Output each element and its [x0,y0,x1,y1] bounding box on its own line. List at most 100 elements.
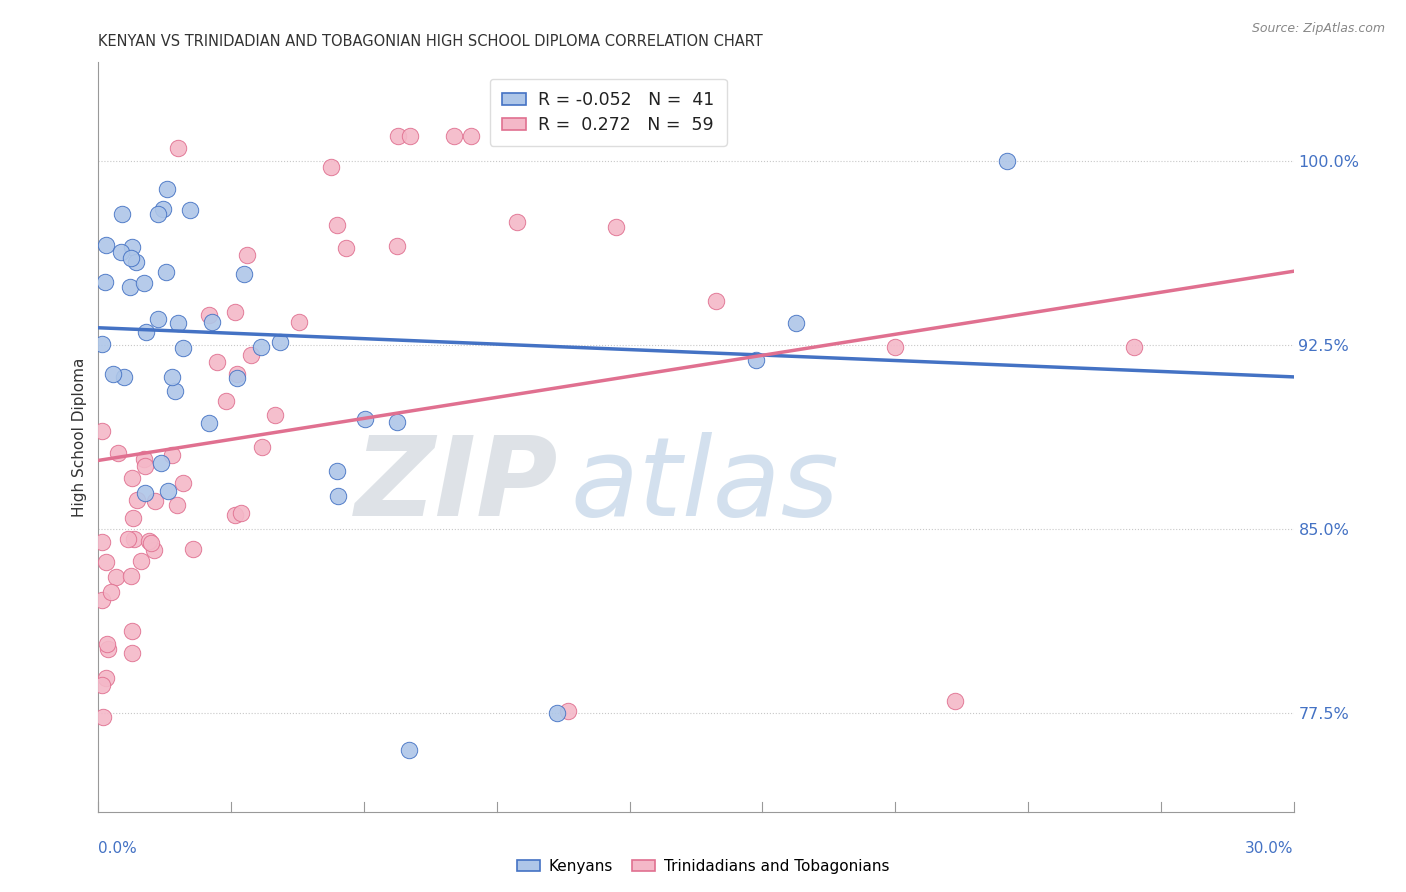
Point [127,493,149,508]
Point [326,489,349,503]
Point [155,265,177,279]
Point [197,416,219,430]
Point [387,129,409,144]
Point [460,129,482,144]
Point [704,293,727,308]
Point [269,334,291,349]
Text: 30.0%: 30.0% [1246,841,1294,856]
Point [605,220,627,235]
Point [94,672,117,686]
Point [398,129,420,144]
Point [156,484,179,499]
Point [91,336,114,351]
Point [385,415,408,429]
Point [335,241,357,255]
Point [107,445,129,459]
Point [166,498,188,512]
Point [117,532,139,546]
Point [943,694,966,708]
Point [121,471,143,485]
Y-axis label: High School Diploma: High School Diploma [72,358,87,516]
Point [132,276,155,290]
Point [264,408,287,422]
Point [97,641,120,656]
Point [198,308,221,322]
Point [91,710,114,724]
Text: atlas: atlas [571,433,839,540]
Point [884,340,907,354]
Point [129,554,152,568]
Point [443,129,465,144]
Point [173,476,195,491]
Point [120,568,142,582]
Text: Source: ZipAtlas.com: Source: ZipAtlas.com [1251,22,1385,36]
Point [326,464,349,478]
Point [249,340,271,354]
Point [114,370,136,384]
Point [205,355,228,369]
Point [134,459,156,474]
Legend: R = -0.052   N =  41, R =  0.272   N =  59: R = -0.052 N = 41, R = 0.272 N = 59 [489,78,727,146]
Point [398,743,420,757]
Point [143,542,166,557]
Point [785,316,807,330]
Point [215,394,238,409]
Point [122,511,145,525]
Point [156,182,179,196]
Point [91,593,114,607]
Point [91,535,114,549]
Point [111,207,134,221]
Point [172,341,194,355]
Text: ZIP: ZIP [356,433,558,540]
Point [224,305,246,319]
Point [91,678,114,692]
Point [152,202,174,216]
Point [506,215,529,229]
Point [134,485,156,500]
Point [96,637,118,651]
Point [105,569,128,583]
Point [167,141,190,155]
Point [179,202,201,217]
Legend: Kenyans, Trinidadians and Tobagonians: Kenyans, Trinidadians and Tobagonians [510,853,896,880]
Point [1123,340,1146,354]
Point [125,255,148,269]
Point [557,704,579,718]
Point [183,541,205,556]
Point [287,315,309,329]
Point [141,535,163,549]
Point [94,238,117,252]
Point [120,252,142,266]
Point [96,555,118,569]
Point [201,314,224,328]
Point [91,424,114,438]
Point [236,248,259,262]
Point [319,160,342,174]
Point [160,448,183,462]
Point [101,368,124,382]
Point [94,275,117,289]
Point [224,508,246,522]
Point [166,316,188,330]
Point [326,218,349,232]
Point [252,440,274,454]
Point [121,240,143,254]
Point [148,312,170,326]
Point [995,153,1018,168]
Text: 0.0%: 0.0% [98,841,138,856]
Point [229,506,252,520]
Point [134,452,156,467]
Point [165,384,187,398]
Point [121,646,143,660]
Point [150,456,173,470]
Point [121,624,143,639]
Point [225,367,247,381]
Point [118,279,141,293]
Point [100,585,122,599]
Point [240,348,263,362]
Point [145,494,167,508]
Point [354,412,377,426]
Point [385,238,408,252]
Point [135,325,157,339]
Point [148,207,170,221]
